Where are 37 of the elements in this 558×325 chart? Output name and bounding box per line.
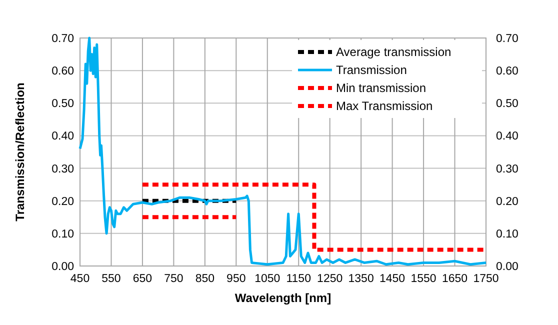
x-tick-label: 850 — [195, 273, 215, 285]
x-tick-label: 450 — [70, 273, 90, 285]
line-series — [78, 36, 488, 266]
y2-tick-label: 0.00 — [496, 261, 518, 274]
legend-label: Min transmission — [336, 81, 426, 96]
x-tick-label: 1350 — [348, 273, 374, 285]
x-tick-label: 1450 — [380, 273, 406, 285]
x-axis-title: Wavelength [nm] — [234, 291, 332, 305]
x-tick-label: 550 — [102, 273, 121, 285]
y-tick-label: 0.70 — [52, 33, 74, 46]
x-tick-label: 1550 — [410, 273, 436, 285]
y2-tick-label: 0.60 — [496, 66, 518, 78]
y2-tick-label: 0.20 — [496, 196, 518, 208]
legend-label: Transmission — [336, 63, 407, 78]
y2-tick-label: 0.50 — [496, 98, 518, 110]
y-tick-label: 0.50 — [52, 98, 74, 110]
x-tick-label: 1050 — [254, 273, 280, 285]
x-tick-label: 1750 — [473, 273, 499, 285]
y-tick-label: 0.30 — [52, 163, 74, 176]
x-tick-label: 1250 — [317, 273, 343, 285]
x-tick-label: 1650 — [442, 273, 468, 285]
y2-tick-label: 0.70 — [496, 33, 518, 46]
y-tick-label: 0.60 — [52, 66, 74, 78]
y2-tick-label: 0.10 — [496, 228, 518, 240]
legend-label: Max Transmission — [336, 99, 433, 114]
x-tick-label: 1150 — [286, 273, 311, 285]
legend-label: Average transmission — [336, 45, 452, 60]
y-tick-label: 0.00 — [52, 261, 74, 274]
y-tick-label: 0.20 — [52, 196, 74, 208]
y-tick-label: 0.10 — [52, 228, 74, 240]
y2-tick-label: 0.30 — [496, 163, 518, 176]
x-tick-label: 650 — [132, 273, 152, 285]
y2-tick-label: 0.40 — [496, 130, 518, 143]
x-tick-label: 950 — [226, 273, 246, 285]
x-tick-label: 750 — [164, 273, 184, 285]
y-tick-label: 0.40 — [52, 130, 74, 143]
y-axis-title: Transmission/Reflection — [13, 82, 27, 222]
